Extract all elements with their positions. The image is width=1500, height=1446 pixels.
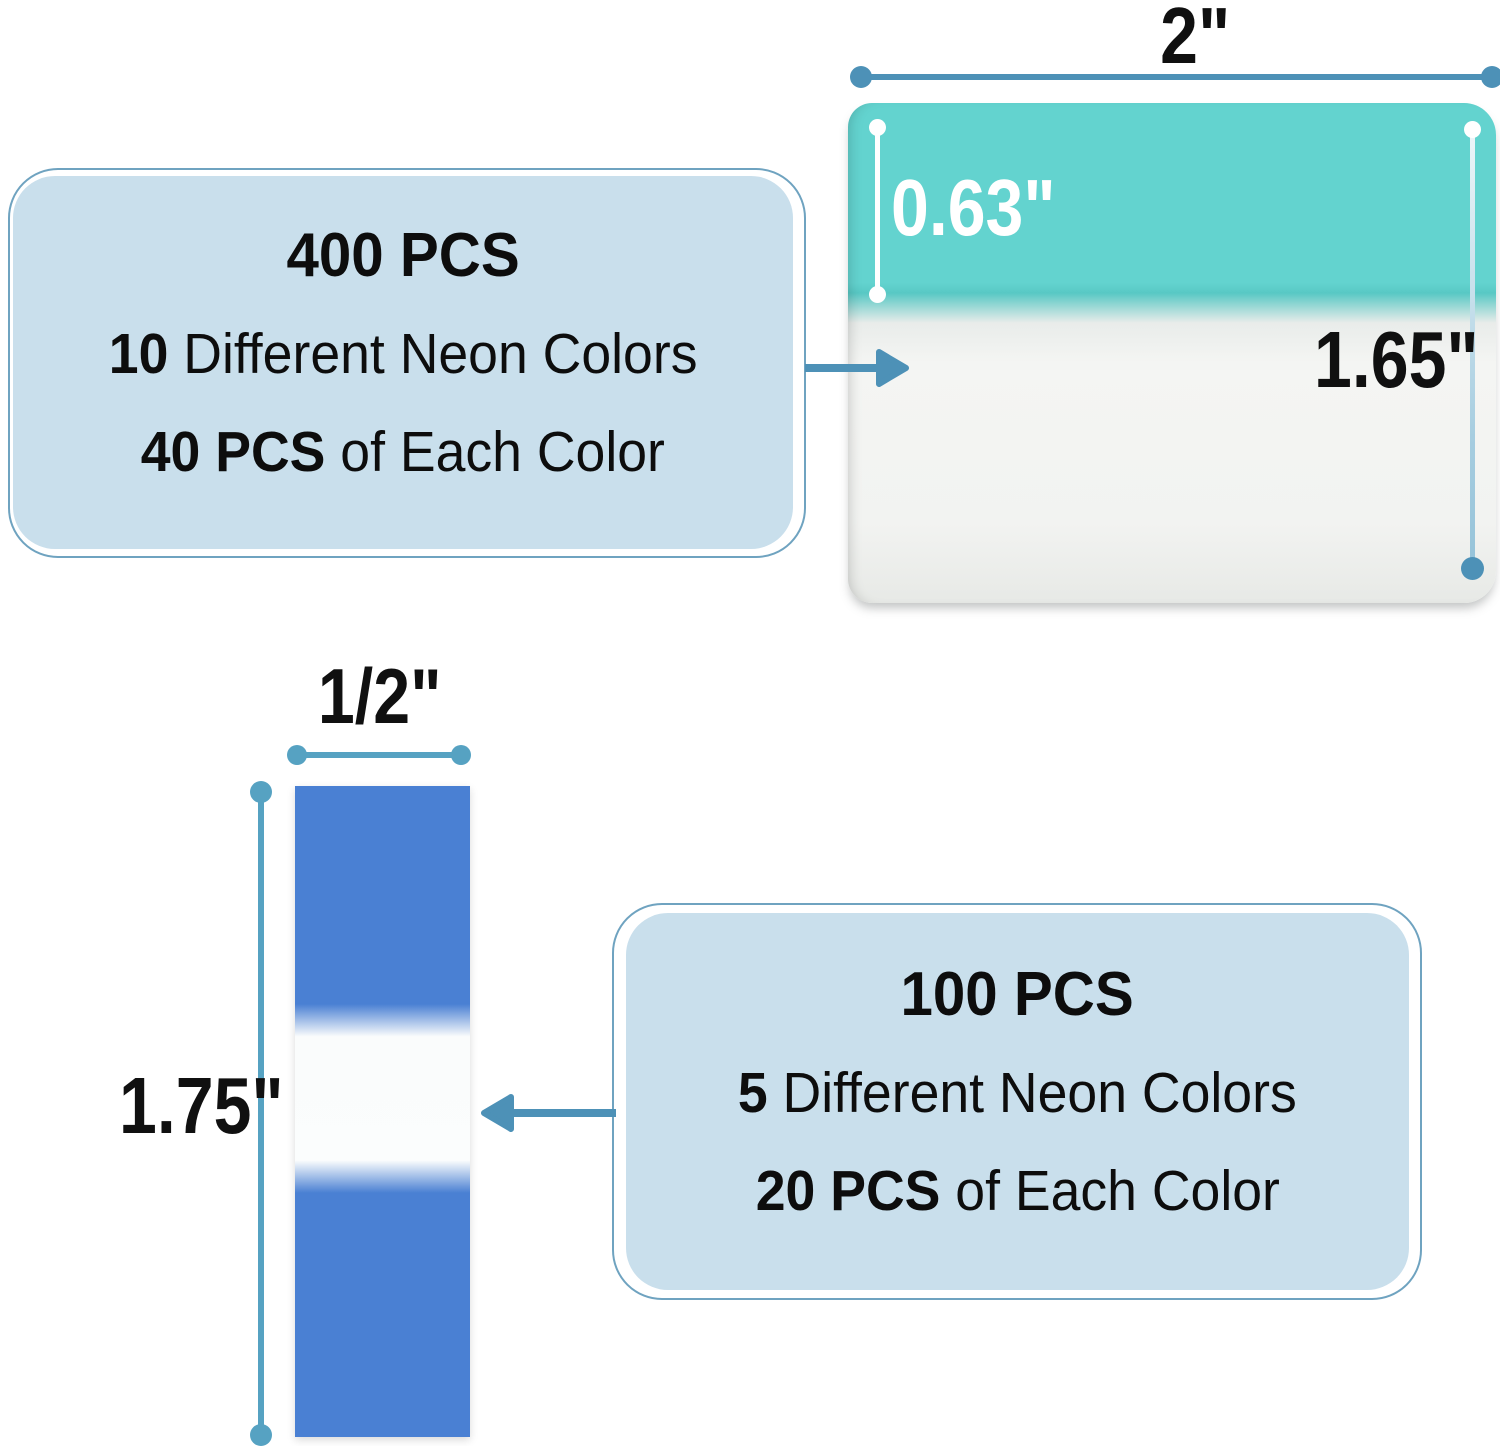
small-flag-tab [295, 786, 470, 1437]
dim-endpoint-dot [250, 1424, 272, 1446]
height-dimension-line-small-flag [250, 781, 272, 1446]
total-height-dimension-line [1461, 121, 1484, 580]
total-height-label: 1.65" [1314, 315, 1479, 404]
dim-endpoint-dot [1481, 66, 1500, 88]
width-label-small-flag: 1/2" [318, 652, 442, 740]
dim-endpoint-dot [869, 119, 886, 136]
large-flag-tab [848, 103, 1496, 603]
width-dimension-line-small-flag [287, 745, 471, 765]
arrow-left-icon [481, 1092, 617, 1134]
callout-box-fill: 400 PCS 10 Different Neon Colors 40 PCS … [13, 176, 793, 549]
dim-endpoint-dot [451, 745, 471, 765]
dim-endpoint-dot [287, 745, 307, 765]
callout-box-100pcs: 100 PCS 5 Different Neon Colors 20 PCS o… [612, 903, 1422, 1300]
tab-height-dimension-line [869, 119, 886, 303]
callout-box-fill: 100 PCS 5 Different Neon Colors 20 PCS o… [626, 913, 1409, 1290]
dim-endpoint-dot [869, 286, 886, 303]
tab-height-label: 0.63" [891, 163, 1056, 252]
dim-endpoint-dot [1464, 121, 1481, 138]
dim-endpoint-dot [1461, 557, 1484, 580]
callout-box-400pcs: 400 PCS 10 Different Neon Colors 40 PCS … [8, 168, 806, 558]
dim-endpoint-dot [250, 781, 272, 803]
dim-endpoint-dot [850, 66, 872, 88]
callout-line-count: 100 PCS [900, 959, 1135, 1029]
callout-line-count: 400 PCS [286, 220, 520, 290]
width-dimension-line-large-flag [850, 66, 1500, 88]
arrow-right-icon [803, 347, 909, 389]
callout-line-colors: 5 Different Neon Colors [738, 1060, 1297, 1125]
height-label-small-flag: 1.75" [119, 1061, 284, 1150]
callout-line-each: 20 PCS of Each Color [755, 1158, 1280, 1223]
width-label-large-flag: 2" [1159, 0, 1231, 80]
callout-line-colors: 10 Different Neon Colors [108, 321, 698, 386]
callout-line-each: 40 PCS of Each Color [140, 419, 666, 484]
